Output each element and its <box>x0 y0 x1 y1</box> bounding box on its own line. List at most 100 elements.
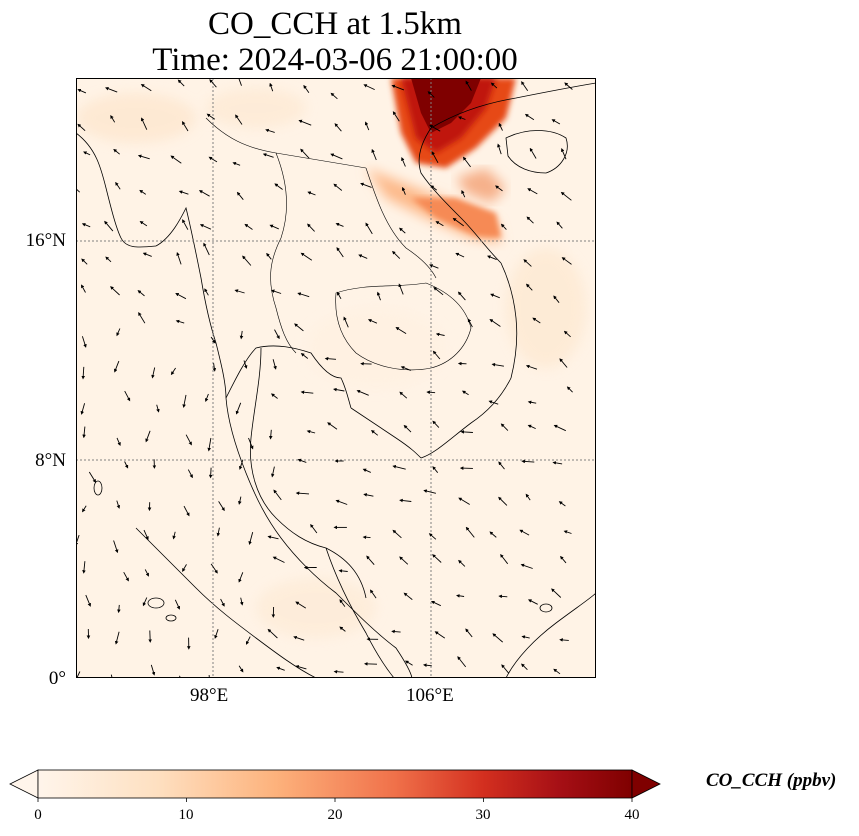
wind-arrow <box>366 555 375 565</box>
wind-arrow <box>238 78 242 86</box>
wind-arrow <box>307 191 316 196</box>
wind-arrow <box>245 636 251 645</box>
wind-arrow <box>343 316 349 328</box>
figure-title: CO_CCH at 1.5km <box>208 6 462 42</box>
wind-arrow <box>81 258 88 265</box>
wind-arrow <box>113 148 120 155</box>
wind-arrow <box>110 114 116 123</box>
wind-arrow <box>487 255 497 261</box>
wind-arrow <box>187 469 193 479</box>
wind-arrow <box>80 403 86 415</box>
wind-arrow <box>403 592 413 600</box>
wind-arrow <box>333 387 345 392</box>
wind-arrow <box>81 336 87 348</box>
colorbar-label: CO_CCH (ppbv) <box>706 770 837 791</box>
wind-arrow <box>269 224 279 230</box>
wind-arrow <box>238 665 244 673</box>
wind-arrow <box>391 629 401 634</box>
wind-arrow <box>199 224 212 230</box>
wind-arrow <box>360 182 372 188</box>
wind-arrow <box>117 604 121 614</box>
wind-arrow <box>456 594 465 598</box>
wind-arrow <box>175 319 185 324</box>
lon-label-106e: 106°E <box>406 685 454 706</box>
wind-arrow <box>208 156 218 163</box>
wind-arrow <box>81 284 86 293</box>
wind-arrow <box>369 589 377 599</box>
wind-arrow <box>300 390 314 395</box>
wind-arrow <box>460 430 473 434</box>
wind-arrow <box>521 663 528 671</box>
wind-arrow <box>270 289 282 294</box>
wind-arrow <box>77 88 87 94</box>
wind-arrow <box>297 458 307 463</box>
wind-arrow <box>204 288 209 296</box>
wind-arrow <box>564 82 573 90</box>
colorbar-tick-0: 0 <box>34 807 42 823</box>
wind-arrow <box>560 191 572 201</box>
wind-arrow <box>500 553 509 565</box>
wind-arrow <box>521 81 529 92</box>
wind-arrow <box>433 286 444 296</box>
wind-arrow <box>392 529 402 539</box>
wind-arrow <box>330 153 343 160</box>
wind-arrow <box>563 530 572 534</box>
wind-arrow <box>336 247 344 258</box>
wind-arrow <box>272 359 277 370</box>
colorbar-tick-30: 30 <box>475 807 491 823</box>
wind-arrow <box>529 147 537 159</box>
wind-arrow <box>235 402 242 415</box>
wind-arrow <box>82 561 86 574</box>
wind-arrow <box>367 319 378 324</box>
wind-arrow <box>563 330 571 338</box>
wind-arrow <box>113 360 120 373</box>
wind-arrow <box>365 222 373 235</box>
wind-arrow <box>566 386 573 393</box>
wind-arrow <box>432 350 441 360</box>
wind-arrow <box>492 633 503 643</box>
wind-arrow <box>525 493 531 501</box>
colorbar-tick-10: 10 <box>178 807 194 823</box>
colorbar-tick-40: 40 <box>624 807 640 823</box>
wind-arrow <box>500 423 509 431</box>
wind-arrow <box>271 466 275 478</box>
wind-arrow <box>220 598 225 607</box>
wind-arrow <box>209 79 217 88</box>
wind-arrow <box>432 466 439 473</box>
wind-arrow <box>560 555 567 564</box>
wind-arrow <box>521 635 530 639</box>
wind-arrow <box>143 529 149 541</box>
wind-arrow <box>423 489 437 494</box>
wind-arrow <box>330 92 338 100</box>
map-svg <box>76 78 596 678</box>
wind-arrow <box>137 290 145 297</box>
wind-arrow <box>203 242 210 256</box>
wind-arrow <box>293 635 305 641</box>
wind-arrow <box>401 157 406 167</box>
wind-arrow <box>489 318 501 327</box>
wind-arrow <box>434 631 446 639</box>
wind-arrow <box>115 181 121 190</box>
wind-arrow <box>391 84 405 91</box>
wind-arrow <box>306 429 316 434</box>
wind-arrow <box>150 664 156 676</box>
wind-arrow <box>273 489 282 501</box>
wind-arrow <box>370 429 379 436</box>
wind-arrow <box>210 336 216 344</box>
wind-arrow <box>429 124 441 132</box>
wind-arrow <box>124 390 131 402</box>
wind-arrow <box>177 79 185 87</box>
colorbar-extend-max <box>631 769 661 799</box>
wind-arrow <box>138 312 146 324</box>
wind-arrow <box>269 82 274 92</box>
wind-arrow <box>139 189 147 195</box>
wind-arrow <box>212 363 217 372</box>
wind-arrow <box>81 223 91 228</box>
wind-arrow <box>208 675 210 678</box>
wind-arrow <box>114 631 120 645</box>
wind-arrow <box>198 190 210 197</box>
wind-arrow <box>140 84 152 92</box>
wind-arrow <box>116 328 121 337</box>
wind-arrow <box>238 572 244 583</box>
